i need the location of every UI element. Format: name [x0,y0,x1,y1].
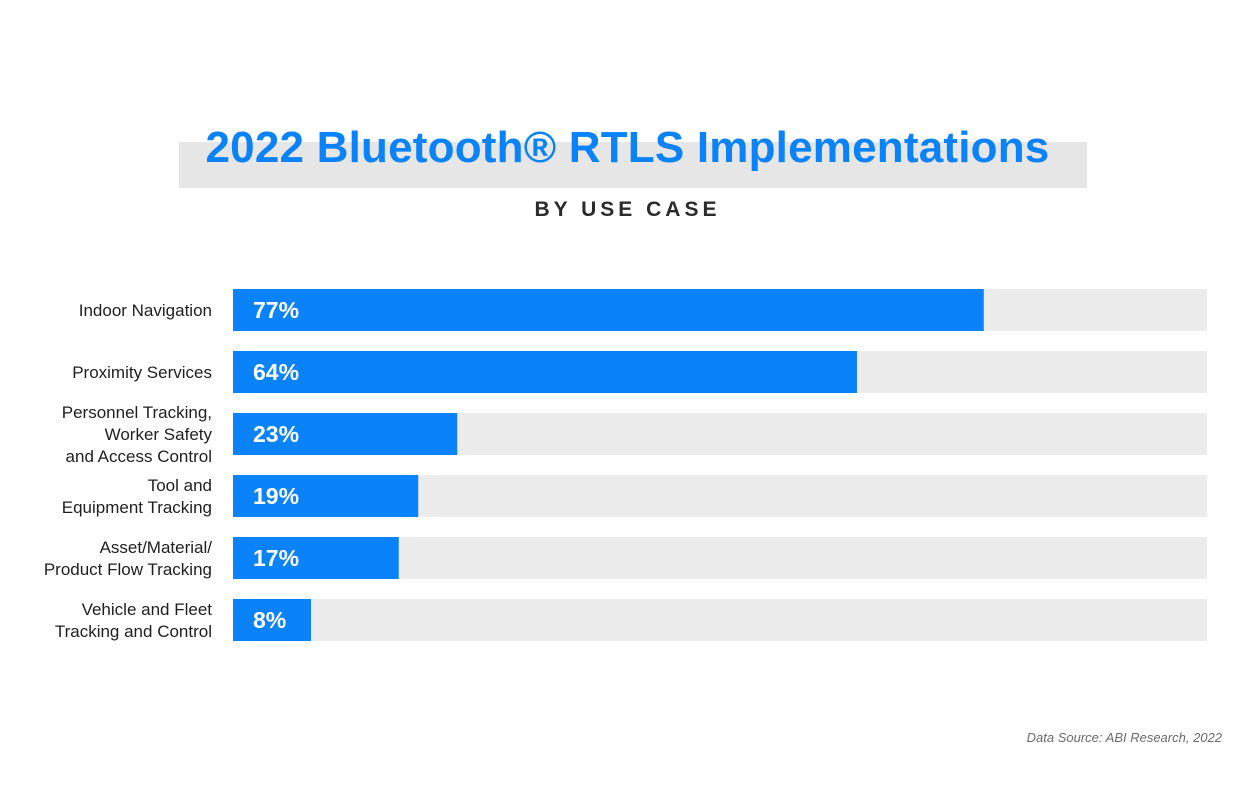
bar [233,351,857,393]
category-label: Proximity Services [72,363,212,382]
bar [233,289,984,331]
category-label-line: Worker Safety [105,425,213,444]
category-label-line: Asset/Material/ [100,538,213,557]
bar-value-label: 19% [253,483,299,509]
bar-value-label: 23% [253,421,299,447]
category-label-line: Indoor Navigation [79,301,212,320]
bar [233,413,458,455]
category-label-line: and Access Control [66,447,212,466]
bar [233,537,399,579]
bar-value-label: 64% [253,359,299,385]
bar-track [233,599,1207,641]
category-label-line: Tool and [148,476,212,495]
category-label-line: Product Flow Tracking [44,560,212,579]
bar-value-label: 77% [253,297,299,323]
bar-value-label: 8% [253,607,286,633]
category-label-line: Tracking and Control [55,622,212,641]
bar [233,599,311,641]
category-label-line: Vehicle and Fleet [82,600,213,619]
title-highlight-band [179,142,1087,188]
bar [233,475,419,517]
category-label: Tool and Equipment Tracking [62,476,212,517]
category-label: Asset/Material/Product Flow Tracking [44,538,212,579]
chart-subtitle: BY USE CASE [534,198,721,221]
data-source-note: Data Source: ABI Research, 2022 [1026,730,1222,745]
category-label: Personnel Tracking, Worker Safety and Acce… [62,403,213,466]
category-label-line: Personnel Tracking, [62,403,212,422]
category-label: Vehicle and Fleet Tracking and Control [55,600,212,641]
category-label-line: Proximity Services [72,363,212,382]
category-label: Indoor Navigation [79,301,212,320]
bar-value-label: 17% [253,545,299,571]
category-label-line: Equipment Tracking [62,498,212,517]
chart-title: 2022 Bluetooth® RTLS Implementations [205,123,1050,172]
